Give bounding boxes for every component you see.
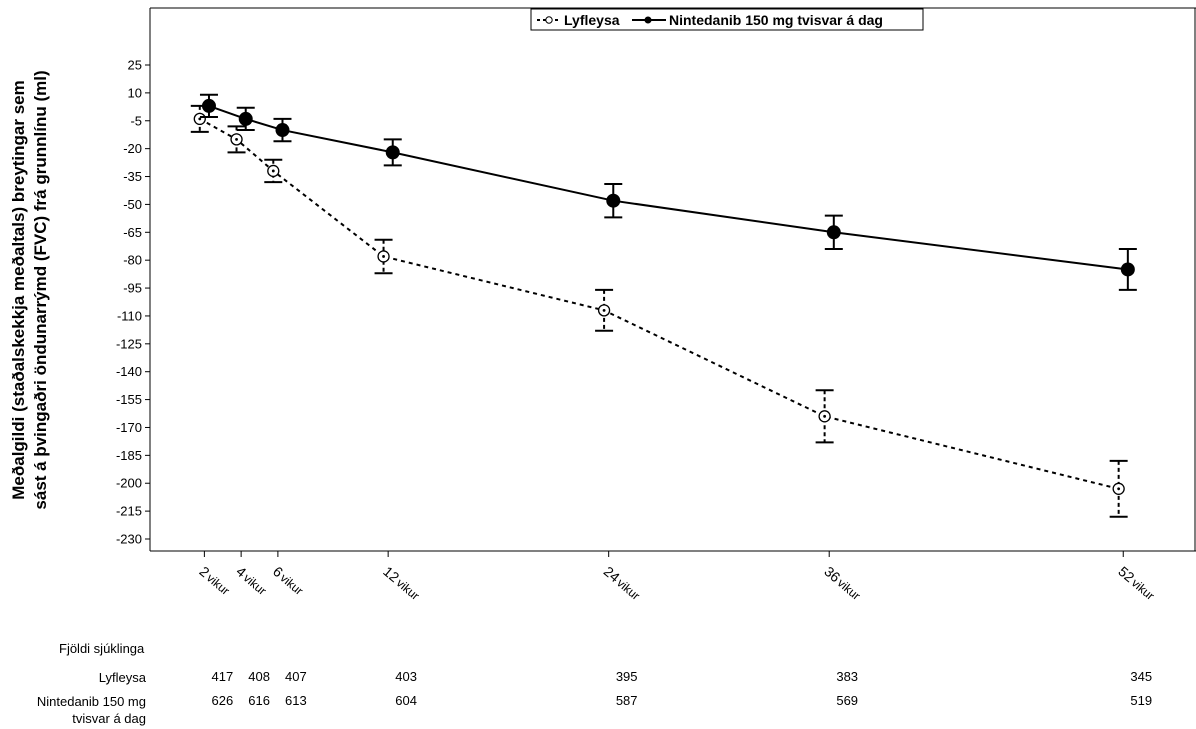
y-tick-label: -170 — [116, 420, 142, 435]
x-tick-label-unit: vikur — [394, 576, 422, 603]
y-tick-label: -50 — [123, 197, 142, 212]
series-lyfleysa — [190, 104, 1128, 518]
y-tick-label: -155 — [116, 392, 142, 407]
data-point — [275, 123, 290, 138]
y-tick-label: -35 — [123, 169, 142, 184]
x-tick-label-unit: vikur — [614, 576, 642, 603]
y-axis: 25 10 -5 -20 -35 -50 -65 -80 -95 -110 -125 -140 -155… — [116, 58, 150, 547]
y-tick-label: -200 — [116, 476, 142, 491]
number-at-risk-label-placebo: Lyfleysa — [98, 670, 146, 685]
y-tick-label: -80 — [123, 253, 142, 268]
legend-marker-lyfleysa — [545, 16, 553, 24]
y-axis-label-line2: sást á þvingaðri öndunarrýmd (FVC) frá g… — [31, 70, 50, 509]
series-layer — [190, 93, 1137, 518]
y-tick-label: -110 — [117, 308, 142, 323]
plot-frame — [149, 7, 1196, 552]
x-tick-label-unit: vikur — [835, 576, 863, 603]
x-axis: 2vikur 4vikur 6vikur 12vikur 24vikur 36vikur 5… — [196, 551, 1158, 603]
number-at-risk-value: 604 — [395, 693, 417, 708]
number-at-risk-value: 626 — [211, 693, 234, 708]
data-point-center — [198, 117, 202, 121]
x-tick-label: 4vikur — [233, 563, 270, 598]
number-at-risk-value: 403 — [395, 669, 417, 684]
y-axis-label-line1: Meðalgildi (staðalskekkja meðaltals) bre… — [9, 80, 28, 500]
number-at-risk-label-nintedanib-line2: tvisvar á dag — [72, 711, 146, 726]
number-at-risk-heading: Fjöldi sjúklinga — [59, 641, 145, 656]
y-tick-label: -215 — [116, 504, 142, 519]
y-tick-label: -20 — [123, 141, 142, 156]
number-at-risk-value: 395 — [615, 669, 638, 684]
data-point — [201, 98, 216, 113]
x-tick-label: 2vikur — [196, 563, 233, 598]
x-tick-label: 12vikur — [380, 563, 423, 603]
chart-svg: 25 10 -5 -20 -35 -50 -65 -80 -95 -110 -125 -140 -155… — [9, 7, 1196, 603]
data-point — [826, 225, 841, 240]
number-at-risk-value: 587 — [615, 693, 638, 708]
number-at-risk-value: 613 — [285, 693, 307, 708]
number-at-risk-value: 417 — [211, 669, 234, 684]
legend: Lyfleysa Nintedanib 150 mg tvisvar á dag — [530, 8, 924, 31]
legend-label-nintedanib: Nintedanib 150 mg tvisvar á dag — [669, 12, 883, 28]
x-tick-label-unit: vikur — [204, 571, 232, 598]
y-tick-label: -95 — [123, 281, 142, 296]
data-point-center — [602, 308, 606, 312]
x-tick-label-unit: vikur — [241, 571, 269, 598]
x-tick-label: 36vikur — [821, 563, 864, 603]
y-tick-label: 10 — [128, 85, 142, 100]
x-tick-label: 6vikur — [270, 563, 307, 598]
x-tick-label: 52vikur — [1115, 563, 1158, 603]
number-at-risk-value: 345 — [1130, 669, 1153, 684]
series-nintedanib — [199, 93, 1137, 291]
number-at-risk-value: 569 — [836, 693, 859, 708]
number-at-risk-value: 407 — [285, 669, 307, 684]
y-tick-label: 25 — [128, 58, 142, 73]
data-point-center — [1117, 487, 1121, 491]
series-line — [199, 118, 1119, 490]
data-point-center — [271, 169, 275, 173]
y-tick-label: -185 — [116, 448, 142, 463]
data-point — [606, 193, 621, 208]
x-tick-label-unit: vikur — [277, 571, 305, 598]
y-tick-label: -125 — [116, 336, 142, 351]
legend-box — [530, 8, 924, 31]
data-point-center — [382, 255, 385, 258]
data-point — [238, 111, 253, 126]
number-at-risk-value: 383 — [836, 669, 859, 684]
number-at-risk-value: 616 — [248, 693, 270, 708]
data-point — [385, 145, 400, 160]
legend-label-lyfleysa: Lyfleysa — [564, 12, 620, 28]
number-at-risk-value: 519 — [1130, 693, 1153, 708]
data-point-center — [235, 137, 238, 141]
x-tick-label-unit: vikur — [1129, 576, 1157, 603]
series-line — [208, 104, 1128, 271]
x-tick-label: 24vikur — [601, 563, 644, 603]
y-tick-label: -65 — [123, 225, 142, 240]
data-point-center — [823, 414, 827, 418]
y-tick-label: -5 — [130, 113, 142, 128]
data-point — [1120, 262, 1135, 277]
number-at-risk-value: 408 — [248, 669, 270, 684]
legend-marker-nintedanib — [644, 16, 652, 24]
y-tick-label: -140 — [116, 364, 142, 379]
y-axis-label: Meðalgildi (staðalskekkja meðaltals) bre… — [9, 70, 50, 509]
y-tick-label: -230 — [116, 532, 142, 547]
number-at-risk-label-nintedanib-line1: Nintedanib 150 mg — [36, 694, 146, 709]
